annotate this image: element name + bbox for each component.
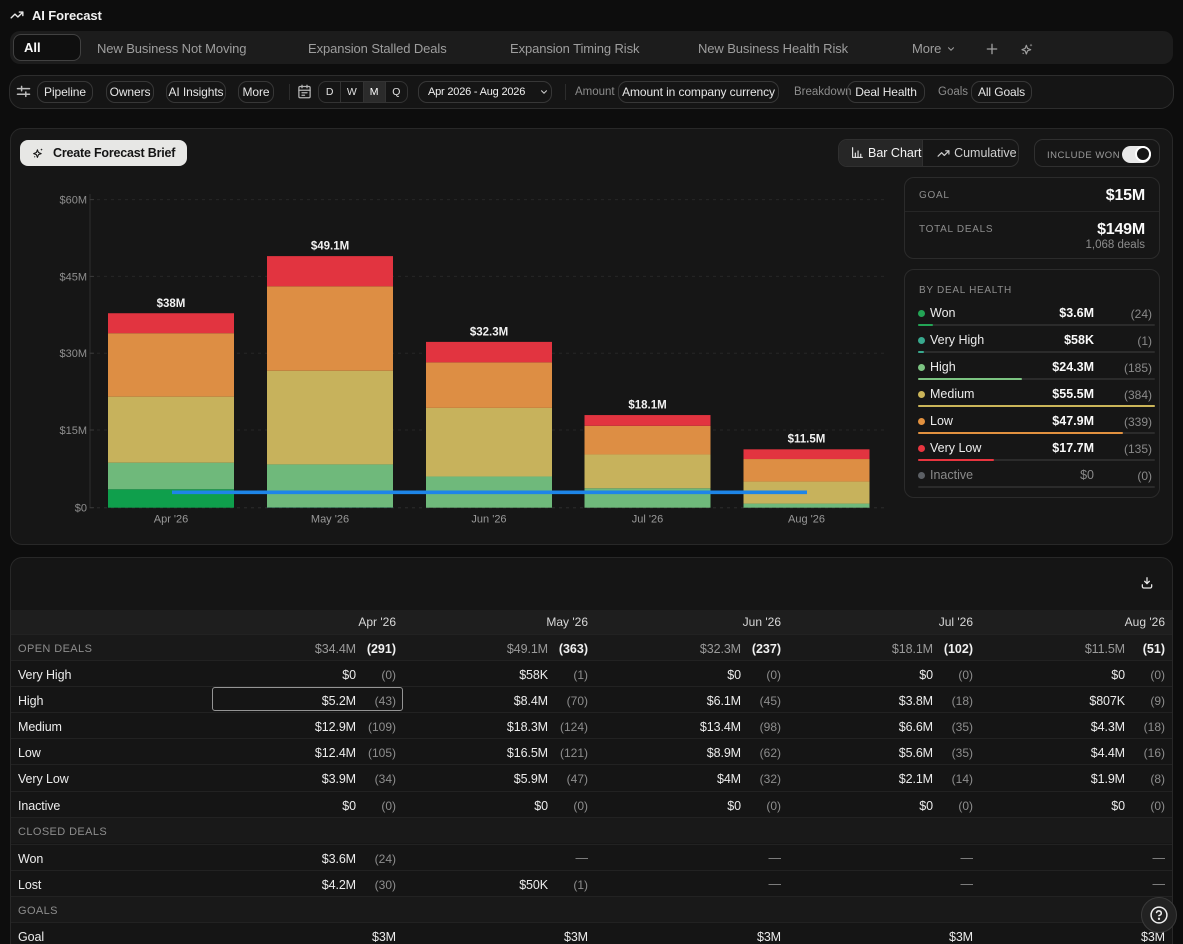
svg-text:$32.3M: $32.3M [470,327,508,339]
svg-text:Aug '26: Aug '26 [788,514,825,526]
svg-text:$30M: $30M [59,348,87,360]
svg-text:Jul '26: Jul '26 [632,514,663,526]
svg-text:Jun '26: Jun '26 [471,514,506,526]
svg-text:$38M: $38M [157,298,186,310]
svg-text:$11.5M: $11.5M [788,434,826,446]
svg-text:$49.1M: $49.1M [311,241,349,253]
svg-text:$60M: $60M [59,195,87,207]
svg-text:$15M: $15M [59,425,87,437]
svg-text:May '26: May '26 [311,514,349,526]
svg-text:$18.1M: $18.1M [628,400,666,412]
svg-text:$45M: $45M [59,271,87,283]
svg-text:$0: $0 [75,503,87,515]
svg-text:Apr '26: Apr '26 [154,514,189,526]
